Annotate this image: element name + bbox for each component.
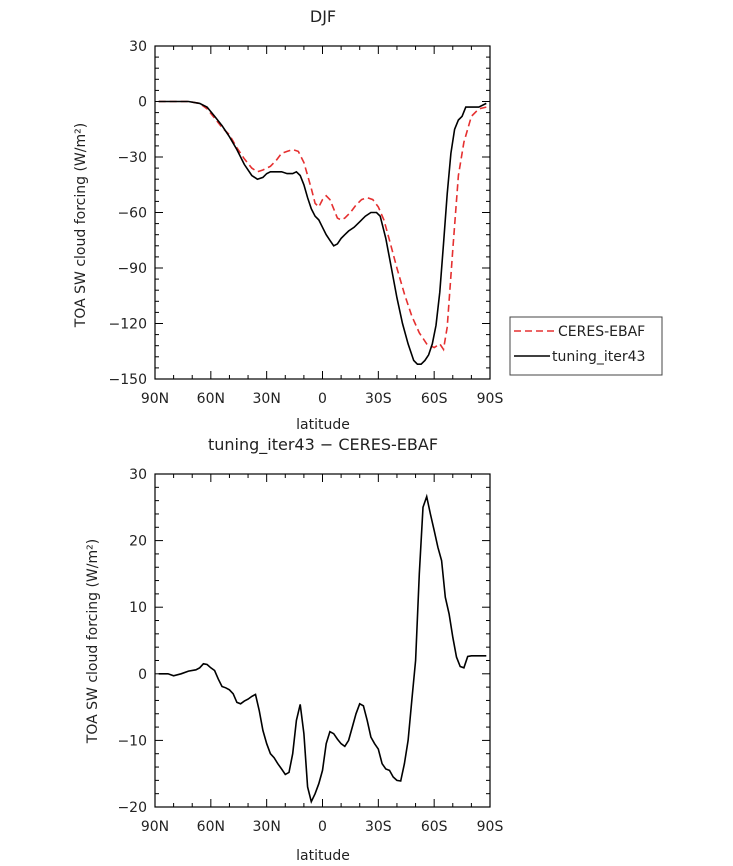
bottom-plot-frame bbox=[154, 473, 491, 808]
top-plot-frame bbox=[154, 45, 491, 380]
top-x-axis-label: latitude bbox=[296, 417, 350, 433]
bottom-y-tick-label: −20 bbox=[117, 800, 147, 816]
legend-label-tuning-iter43: tuning_iter43 bbox=[552, 349, 645, 365]
top-y-tick-label: 0 bbox=[138, 95, 147, 111]
top-chart-title: DJF bbox=[310, 7, 336, 26]
bottom-x-tick-label: 30N bbox=[253, 819, 281, 835]
bottom-y-tick-label: 20 bbox=[129, 534, 147, 550]
bottom-x-tick-label: 90S bbox=[477, 819, 504, 835]
top-x-tick-label: 60N bbox=[197, 391, 225, 407]
top-x-tick-label: 30S bbox=[365, 391, 392, 407]
legend-box bbox=[509, 316, 663, 376]
top-panel: DJF 90N 60N 30N 0 30S 60S 90S 30 0 −30 −60 −90 −120 −… bbox=[73, 7, 663, 433]
bottom-x-tick-label: 90N bbox=[141, 819, 169, 835]
top-y-tick-label: −90 bbox=[117, 261, 147, 277]
bottom-y-tick-label: 30 bbox=[129, 467, 147, 483]
bottom-y-tick-label: 10 bbox=[129, 600, 147, 616]
bottom-x-tick-label: 60N bbox=[197, 819, 225, 835]
bottom-x-tick-label: 0 bbox=[318, 819, 327, 835]
series-line-ceres-ebaf bbox=[158, 100, 487, 352]
bottom-x-axis-label: latitude bbox=[296, 848, 350, 864]
legend: CERES-EBAF tuning_iter43 bbox=[509, 316, 663, 376]
bottom-chart-title: tuning_iter43 − CERES-EBAF bbox=[208, 435, 438, 455]
bottom-x-tick-label: 30S bbox=[365, 819, 392, 835]
top-y-tick-label: −30 bbox=[117, 150, 147, 166]
bottom-panel: tuning_iter43 − CERES-EBAF 90N 60N 30N 0 30S… bbox=[85, 435, 503, 864]
bottom-y-tick-label: −10 bbox=[117, 733, 147, 749]
top-y-tick-label: 30 bbox=[129, 39, 147, 55]
series-line-tuning-iter43 bbox=[158, 100, 487, 365]
legend-label-ceres-ebaf: CERES-EBAF bbox=[558, 324, 645, 340]
top-y-tick-label: −120 bbox=[109, 317, 147, 333]
top-x-tick-label: 30N bbox=[253, 391, 281, 407]
top-y-axis-label: TOA SW cloud forcing (W/m²) bbox=[73, 123, 89, 328]
bottom-y-tick-label: 0 bbox=[138, 667, 147, 683]
top-x-tick-label: 90S bbox=[477, 391, 504, 407]
top-x-tick-label: 90N bbox=[141, 391, 169, 407]
series-line-difference bbox=[158, 493, 487, 805]
bottom-x-tick-label: 60S bbox=[421, 819, 448, 835]
top-x-tick-label: 0 bbox=[318, 391, 327, 407]
top-x-tick-label: 60S bbox=[421, 391, 448, 407]
bottom-y-axis-label: TOA SW cloud forcing (W/m²) bbox=[85, 539, 101, 744]
top-y-tick-label: −150 bbox=[109, 372, 147, 388]
top-y-tick-label: −60 bbox=[117, 206, 147, 222]
